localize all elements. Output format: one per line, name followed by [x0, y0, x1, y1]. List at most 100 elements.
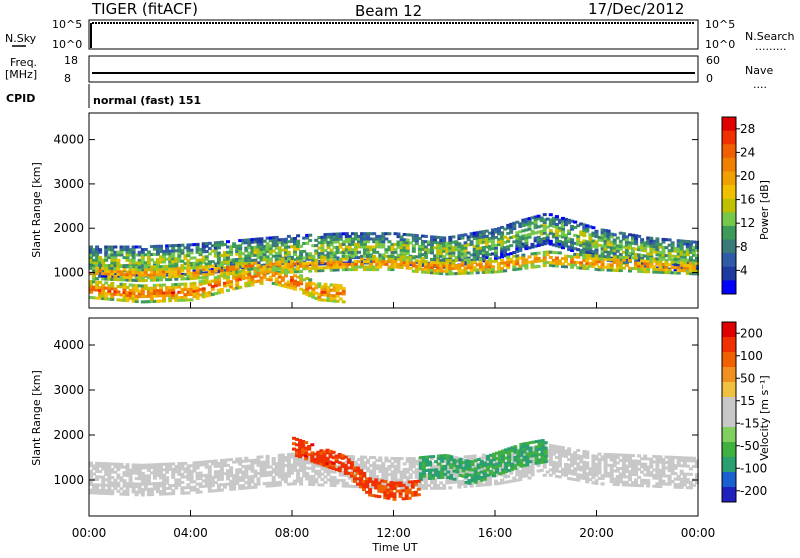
power-cell [524, 239, 528, 242]
velocity-cell [397, 465, 401, 468]
power-cell [229, 283, 233, 286]
power-cell [384, 251, 388, 254]
velocity-cell [397, 468, 401, 471]
power-cell [284, 260, 288, 263]
power-cell [561, 228, 565, 231]
power-cell [220, 291, 224, 294]
power-cell [366, 260, 370, 263]
power-cell [110, 298, 114, 301]
velocity-cell [135, 493, 139, 496]
velocity-cell [250, 478, 254, 481]
power-cell [98, 256, 102, 259]
power-cell [384, 263, 388, 266]
power-cell [488, 257, 492, 260]
velocity-cell [211, 484, 215, 487]
power-cell [506, 240, 510, 243]
power-cell [494, 249, 498, 252]
power-cell [671, 241, 675, 244]
power-cell [464, 247, 468, 250]
power-cell [190, 251, 194, 254]
velocity-cell [634, 481, 638, 484]
power-cell [132, 251, 136, 254]
velocity-cell [101, 476, 105, 479]
power-cell [110, 282, 114, 285]
power-cell [101, 262, 105, 265]
power-cell [668, 238, 672, 241]
power-cell [442, 255, 446, 258]
power-cell [607, 255, 611, 258]
power-cell [132, 259, 136, 262]
power-cell [595, 251, 599, 254]
power-cell [366, 251, 370, 254]
power-cell [601, 263, 605, 266]
power-cell [430, 251, 434, 254]
power-cell [120, 251, 124, 254]
velocity-cell [138, 469, 142, 472]
power-cell [415, 242, 419, 245]
velocity-cell [107, 479, 111, 482]
power-cell [628, 259, 632, 262]
velocity-cell [278, 484, 282, 487]
power-cell [375, 268, 379, 271]
power-cell [391, 268, 395, 271]
velocity-cell [332, 451, 336, 454]
power-cell [662, 251, 666, 254]
power-colorbar-tick-label: 24 [740, 145, 755, 159]
velocity-cell [304, 457, 308, 460]
power-cell [372, 232, 376, 235]
velocity-cell [147, 474, 151, 477]
power-cell [558, 251, 562, 254]
power-cell [595, 230, 599, 233]
power-cell [104, 267, 108, 270]
velocity-cell [229, 466, 233, 469]
velocity-cell [598, 461, 602, 464]
power-cell [342, 300, 346, 303]
power-cell [509, 244, 513, 247]
power-cell [491, 265, 495, 268]
velocity-cell [363, 456, 367, 459]
power-cell [320, 261, 324, 264]
power-cell [317, 282, 321, 285]
velocity-cell [424, 479, 428, 482]
power-cell [159, 278, 163, 281]
power-cell [226, 240, 230, 243]
velocity-cell [304, 441, 308, 444]
power-cell [564, 260, 568, 263]
power-cell [220, 288, 224, 291]
freq-unit: [MHz] [5, 68, 37, 81]
velocity-cell [317, 475, 321, 478]
velocity-cell [683, 483, 687, 486]
power-cell [342, 243, 346, 246]
power-cell [324, 283, 328, 286]
power-cell [159, 247, 163, 250]
velocity-cell [637, 468, 641, 471]
velocity-cell [561, 446, 565, 449]
power-cell [290, 271, 294, 274]
velocity-cell [126, 490, 130, 493]
velocity-cell [677, 462, 681, 465]
power-cell [205, 276, 209, 279]
velocity-cell [299, 477, 303, 480]
velocity-cell [116, 484, 120, 487]
velocity-cell [543, 466, 547, 469]
power-cell [439, 259, 443, 262]
velocity-cell [150, 490, 154, 493]
velocity-cell [126, 463, 130, 466]
power-cell [238, 247, 242, 250]
power-cell [366, 235, 370, 238]
power-cell [634, 240, 638, 243]
power-cell [190, 298, 194, 301]
velocity-cell [692, 484, 696, 487]
power-ytick-label: 2000 [53, 221, 84, 235]
power-cell [363, 243, 367, 246]
velocity-cell [595, 482, 599, 485]
velocity-cell [384, 457, 388, 460]
power-cell [372, 255, 376, 258]
velocity-cell [311, 467, 315, 470]
power-cell [381, 243, 385, 246]
power-cell [92, 275, 96, 278]
velocity-cell [281, 467, 285, 470]
velocity-cell [360, 458, 364, 461]
velocity-cell [643, 463, 647, 466]
power-cell [613, 256, 617, 259]
